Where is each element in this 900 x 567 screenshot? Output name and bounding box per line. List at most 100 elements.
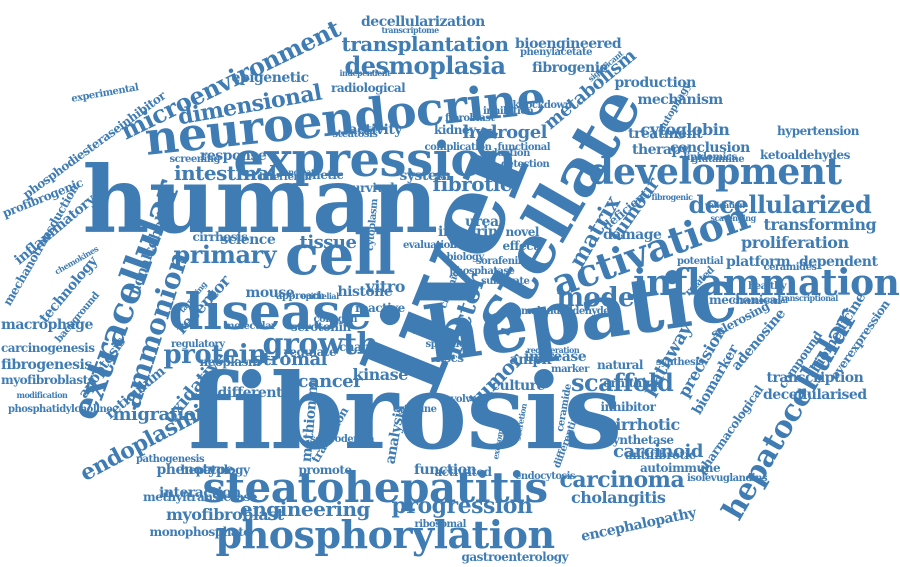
word-epigenetic: epigenetic [231,70,310,86]
word-pancreatic: pancreatic [278,167,322,177]
word-decellularised: decellularised [763,387,867,403]
word-science: science [220,232,276,248]
word-ampk: ampk [509,352,552,368]
word-serotonin: serotonin [291,320,351,334]
word-genetic: genetic [297,168,344,182]
word-dependent: dependent [799,254,878,270]
word-production: production [614,75,697,91]
word-detection: detection [501,159,550,170]
word-molecular: molecular [224,321,276,332]
word-progression: progression [391,493,533,519]
word-glutamine: glutamine [691,154,745,165]
word-transcriptional: transcriptional [778,293,838,303]
word-conclusion: conclusion [670,140,750,156]
word-desmoplasia: desmoplasia [344,51,507,80]
word-endocytosis: endocytosis [515,471,576,482]
word-radiological: radiological [331,81,406,95]
word-cytokine: cytokine [393,404,437,415]
word-healthy: healthy [748,281,787,292]
word-transforming: transforming [763,215,877,234]
word-growth: growth [262,327,379,362]
word-steatosis: steatosis [332,129,378,140]
word-increase: increase [524,349,587,365]
word-mouse: mouse [245,285,295,301]
word-engineering: engineering [240,497,371,521]
word-histone: histone [337,284,393,300]
word-bioengineered: bioengineered [515,36,622,52]
word-marker: marker [551,364,589,375]
word-system: system [399,168,452,184]
word-gastroenterology: gastroenterology [461,550,569,564]
word-cancer: cancer [297,371,363,392]
word-independent: independent [339,68,391,78]
word-novel: novel [505,225,540,239]
word-modification: modification [16,390,68,400]
word-expression: expression [233,132,517,188]
word-interaction: interaction [159,485,241,501]
word-kinase: kinase [352,365,409,384]
word-neoplasm: neoplasm [199,355,261,369]
word-evaluation: evaluation [403,240,457,251]
word-decellularized: decellularized [688,190,872,219]
word-kidney: kidney [434,123,476,137]
word-fibrogenic: fibrogenic [651,192,694,202]
word-transcriptome: transcriptome [381,25,440,35]
word-cytoglobin: cytoglobin [640,120,730,139]
word-response: response [200,148,267,164]
word-carcinogenesis: carcinogenesis [1,341,95,355]
word-ribosomal: ribosomal [414,519,467,530]
word-carcinoid: carcinoid [613,441,703,462]
word-cholangitis: cholangitis [571,488,666,507]
word-disease: disease [168,282,372,341]
word-inflammation: inflammation [633,262,900,304]
word-cirrhotic: cirrhotic [606,415,680,434]
word-mechanism: mechanism [637,92,724,108]
word-fatty: fatty [413,322,447,338]
word-fibrotic: fibrotic [432,172,513,196]
word-screening: screening [169,154,221,165]
word-hypertension: hypertension [777,124,860,138]
word-functional: functional [497,142,551,153]
word-hydrogel: hydrogel [462,122,548,143]
word-potential: potential [677,256,724,267]
word-survival: survival [345,181,395,195]
word-pathogenesis: pathogenesis [136,454,205,465]
word-sorafenib: sorafenib [476,256,525,267]
word-macrophage: macrophage [1,317,93,333]
word-complication: complication [424,142,492,153]
word-scaffold: scaffold [571,368,674,397]
word-experimental: experimental [70,82,140,105]
word-phosphorylation: phosphorylation [215,512,556,557]
word-epithelial: epithelial [301,291,339,301]
word-interferon: interferon [259,172,312,183]
word-biology: biology [446,252,485,263]
word-natural: natural [597,358,643,372]
word-human: human [82,146,439,254]
word-ceramides: ceramides [763,262,818,273]
word-regeneration: regeneration [527,345,580,355]
word-model: model [556,283,644,313]
word-promote: promote [298,463,353,477]
word-intestinal: intestinal [174,161,277,185]
word-different: different [217,385,283,401]
word-scavenging: scavenging [710,213,757,223]
word-monophosphate: monophosphate [149,525,251,539]
word-malondialdehyde: malondialdehyde [521,306,610,317]
word-activity: activity [348,122,403,138]
word-activated: activated [434,465,493,479]
word-knockdown: knockdown [512,100,572,111]
word-mechanical: mechanical [709,293,782,307]
word-reactive: reactive [355,301,405,315]
word-transplantation: transplantation [341,32,510,56]
word-hepatology: hepatology [180,463,251,477]
word-scleroderma: scleroderma [310,434,375,445]
word-approach: approach [276,291,325,302]
word-regulatory: regulatory [171,339,225,350]
word-encephalopathy: encephalopathy [579,505,697,545]
word-urea: urea [465,214,499,230]
word-ketoaldehydes: ketoaldehydes [760,148,850,162]
word-antifibrotic: antifibrotic [625,448,696,462]
word-phosphatidylcholine: phosphatidylcholine [8,404,113,415]
word-fibroblast: fibroblast [445,113,495,124]
